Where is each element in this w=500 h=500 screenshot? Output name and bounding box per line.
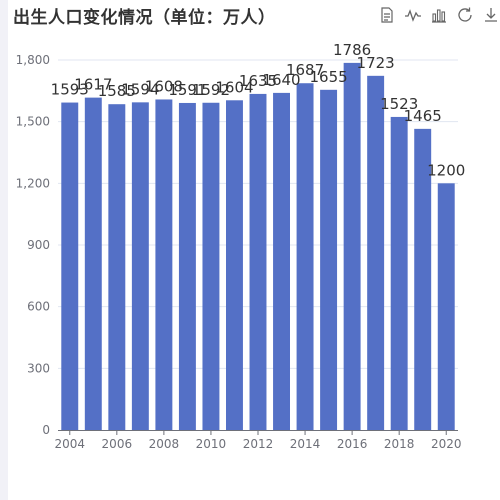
data-label: 1594 xyxy=(121,80,159,98)
bar xyxy=(84,97,102,430)
chart-title: 出生人口变化情况（单位：万人） xyxy=(13,8,276,28)
data-label: 1640 xyxy=(262,71,300,89)
bar xyxy=(414,128,432,430)
bar xyxy=(61,102,79,431)
y-tick-label: 600 xyxy=(27,300,50,314)
x-tick-label: 2016 xyxy=(337,437,368,451)
bar xyxy=(296,83,314,430)
bar xyxy=(131,102,149,430)
bar xyxy=(390,116,408,430)
bar xyxy=(202,102,220,430)
data-label: 1604 xyxy=(215,78,253,96)
y-tick-label: 1,200 xyxy=(16,176,50,190)
x-tick-label: 2014 xyxy=(290,437,321,451)
y-tick-label: 1,800 xyxy=(16,53,50,67)
restore-icon[interactable] xyxy=(456,6,474,24)
data-label: 1593 xyxy=(51,81,89,99)
y-tick-label: 900 xyxy=(27,238,50,252)
bar xyxy=(178,102,196,430)
download-icon[interactable] xyxy=(482,6,500,24)
bar xyxy=(437,183,455,430)
bar xyxy=(367,75,385,431)
data-label: 1591 xyxy=(168,81,206,99)
data-label: 1608 xyxy=(145,77,183,95)
x-tick-label: 2018 xyxy=(384,437,415,451)
x-tick-label: 2010 xyxy=(196,437,227,451)
data-label: 1200 xyxy=(427,161,465,179)
y-tick-label: 0 xyxy=(42,423,50,437)
bar xyxy=(226,100,243,431)
data-label: 1585 xyxy=(98,82,136,100)
x-tick-label: 2004 xyxy=(54,437,85,451)
bar xyxy=(320,89,338,431)
bar xyxy=(108,104,126,430)
data-label: 1687 xyxy=(286,61,324,79)
chart-toolbox xyxy=(378,6,500,24)
data-label: 1523 xyxy=(380,95,418,113)
bar-chart-icon[interactable] xyxy=(430,6,448,24)
x-tick-label: 2012 xyxy=(243,437,274,451)
bar xyxy=(155,99,173,430)
data-view-icon[interactable] xyxy=(378,6,396,24)
data-label: 1655 xyxy=(309,68,347,86)
x-tick-label: 2006 xyxy=(102,437,133,451)
x-tick-label: 2008 xyxy=(149,437,180,451)
data-label: 1786 xyxy=(333,41,371,59)
data-label: 1617 xyxy=(74,76,112,94)
y-tick-label: 300 xyxy=(27,361,50,375)
data-label: 1465 xyxy=(404,107,442,125)
bar xyxy=(273,92,290,430)
y-tick-label: 1,500 xyxy=(16,115,50,129)
bar xyxy=(249,93,267,431)
data-label: 1635 xyxy=(239,72,277,90)
data-label: 1592 xyxy=(192,81,230,99)
left-margin-strip xyxy=(0,0,8,500)
x-tick-label: 2020 xyxy=(431,437,462,451)
line-chart-icon[interactable] xyxy=(404,6,422,24)
data-label: 1723 xyxy=(357,54,395,72)
bar xyxy=(343,62,361,430)
